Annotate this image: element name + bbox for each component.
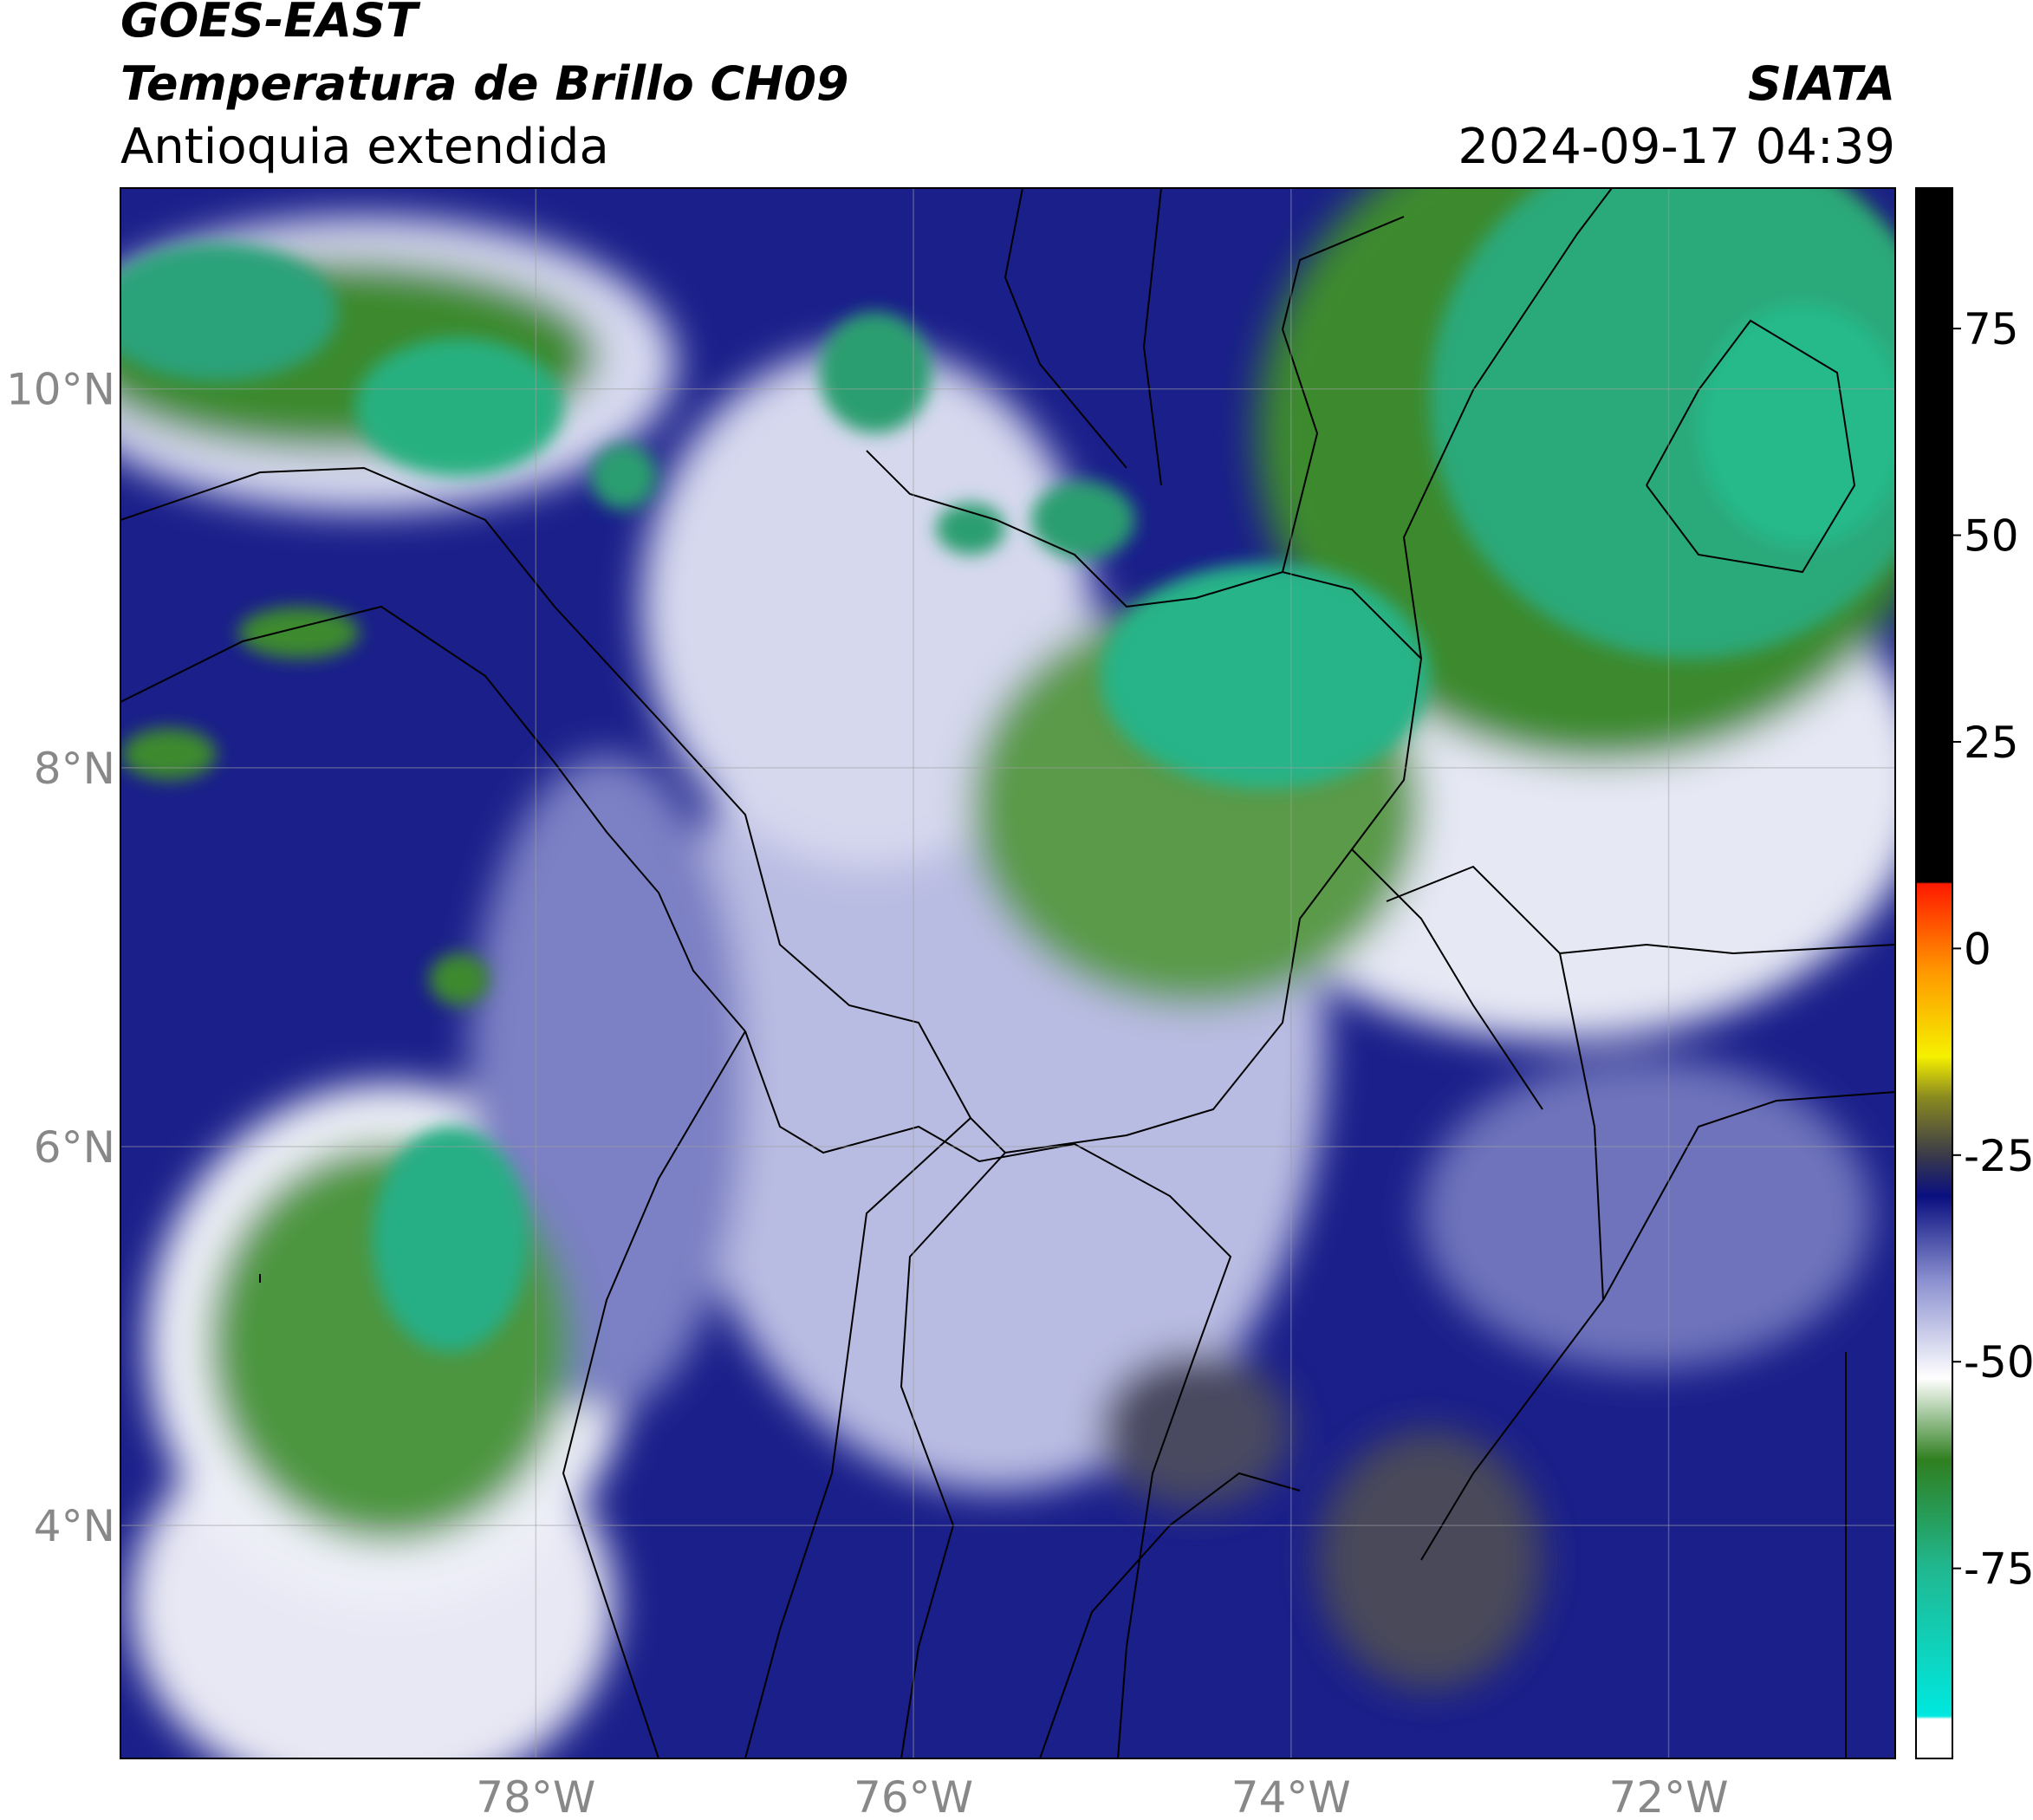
colorbar-label: -75 <box>1964 1544 2033 1595</box>
x-tick-label: 78°W <box>476 1772 595 1820</box>
title: GOES-EAST <box>120 0 421 48</box>
source: SIATA <box>1748 56 1895 111</box>
colorbar-label: 75 <box>1964 304 2019 354</box>
colorbar-label: -50 <box>1964 1337 2033 1388</box>
graticule <box>120 188 1895 1758</box>
x-tick-label: 76°W <box>854 1772 973 1820</box>
x-tick-label: 72°W <box>1609 1772 1729 1820</box>
y-tick-label: 6°N <box>34 1122 115 1173</box>
subtitle: Temperatura de Brillo CH09 <box>120 56 849 111</box>
y-tick-label: 8°N <box>34 744 115 794</box>
satellite-image <box>120 188 1895 1758</box>
colorbar-label: 0 <box>1964 924 1991 974</box>
colorbar <box>1915 187 1953 1759</box>
colorbar-label: 25 <box>1964 718 2019 768</box>
colorbar-label: 50 <box>1964 511 2019 562</box>
timestamp: 2024-09-17 04:39 <box>1458 119 1895 175</box>
borders <box>120 188 1895 1758</box>
y-tick-label: 10°N <box>6 365 115 415</box>
y-tick-label: 4°N <box>34 1501 115 1551</box>
colorbar-label: -25 <box>1964 1131 2033 1181</box>
region: Antioquia extendida <box>120 119 609 175</box>
map-frame <box>120 187 1896 1759</box>
x-tick-label: 74°W <box>1231 1772 1351 1820</box>
